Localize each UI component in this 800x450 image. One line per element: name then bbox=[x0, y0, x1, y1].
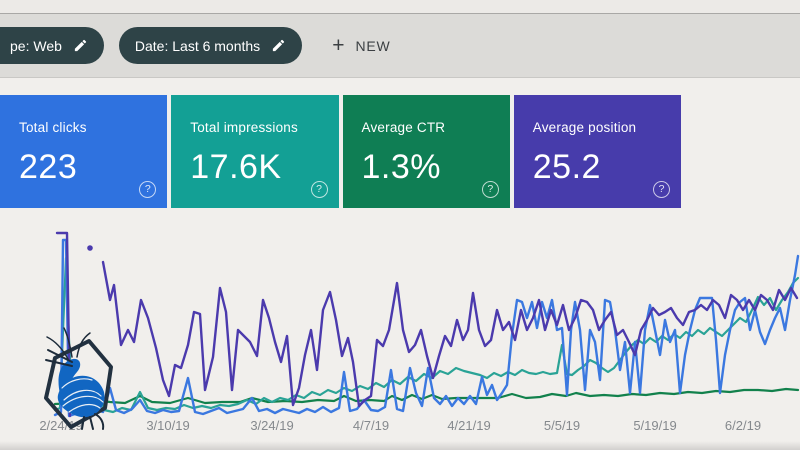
x-axis-label: 5/19/19 bbox=[633, 418, 677, 433]
filter-toolbar: pe: Web Date: Last 6 months + NEW bbox=[0, 14, 800, 78]
search-type-chip-label: pe: Web bbox=[10, 37, 62, 54]
card-label: Average position bbox=[532, 120, 637, 135]
card-value: 25.2 bbox=[532, 148, 601, 186]
x-axis-label: 3/10/19 bbox=[146, 418, 190, 433]
card-label: Average CTR bbox=[361, 120, 446, 135]
total-impressions-card[interactable]: Total impressions 17.6K ? bbox=[171, 95, 339, 208]
pencil-icon[interactable] bbox=[271, 38, 286, 53]
card-label: Total clicks bbox=[19, 120, 87, 135]
help-icon[interactable]: ? bbox=[310, 181, 328, 198]
card-value: 1.3% bbox=[361, 148, 441, 186]
help-icon[interactable]: ? bbox=[481, 181, 499, 198]
x-axis-label: 3/24/19 bbox=[250, 418, 294, 433]
x-axis-label: 2/24/19 bbox=[39, 418, 83, 433]
date-range-chip-label: Date: Last 6 months bbox=[134, 37, 261, 54]
card-value: 17.6K bbox=[190, 148, 282, 186]
card-value: 223 bbox=[19, 148, 78, 186]
x-axis-label: 4/21/19 bbox=[447, 418, 491, 433]
chart-line bbox=[53, 387, 800, 406]
average-ctr-card[interactable]: Average CTR 1.3% ? bbox=[342, 95, 510, 208]
total-clicks-card[interactable]: Total clicks 223 ? bbox=[0, 95, 168, 208]
chart-line bbox=[101, 260, 799, 408]
x-axis-labels: 2/24/19 3/10/19 3/24/19 4/7/19 4/21/19 5/5/19… bbox=[0, 418, 800, 438]
plus-icon: + bbox=[332, 34, 345, 57]
page-top-strip bbox=[0, 0, 800, 14]
chart-line bbox=[55, 231, 72, 418]
chart-data-point bbox=[87, 245, 93, 251]
card-label: Total impressions bbox=[190, 120, 298, 135]
average-position-card[interactable]: Average position 25.2 ? bbox=[513, 95, 681, 208]
watermark-logo bbox=[44, 327, 113, 430]
metric-cards-row: Total clicks 223 ? Total impressions 17.… bbox=[0, 95, 681, 208]
date-range-chip[interactable]: Date: Last 6 months bbox=[118, 27, 303, 64]
x-axis-label: 6/2/19 bbox=[724, 418, 762, 433]
search-type-chip[interactable]: pe: Web bbox=[0, 27, 104, 64]
help-icon[interactable]: ? bbox=[139, 181, 157, 198]
x-axis-label: 4/7/19 bbox=[352, 418, 390, 433]
help-icon[interactable]: ? bbox=[653, 181, 670, 198]
pencil-icon[interactable] bbox=[73, 38, 88, 53]
new-filter-label: NEW bbox=[355, 37, 391, 54]
x-axis-label: 5/5/19 bbox=[543, 418, 581, 433]
page-bottom-strip bbox=[0, 441, 800, 450]
new-filter-button[interactable]: + NEW bbox=[332, 35, 390, 56]
